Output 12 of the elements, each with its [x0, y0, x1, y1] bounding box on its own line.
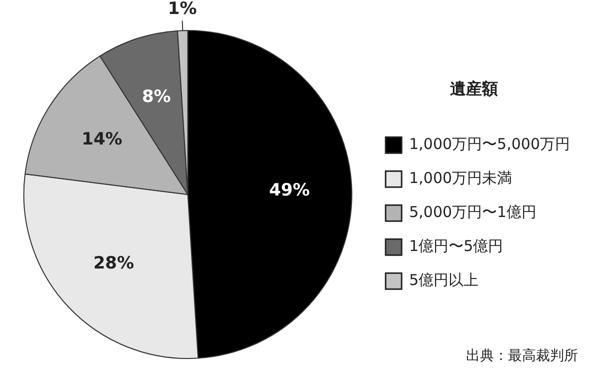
data-label: 1% [168, 0, 197, 20]
data-label: 8% [142, 87, 171, 108]
legend-label: 5,000万円〜1億円 [409, 202, 537, 221]
data-label: 49% [269, 180, 310, 201]
data-label: 14% [82, 129, 122, 150]
legend-label: 5億円以上 [409, 270, 479, 289]
data-label: 28% [93, 254, 134, 274]
legend-label: 1億円〜5億円 [409, 236, 504, 255]
legend-title: 遺産額 [450, 79, 498, 98]
legend-label: 1,000万円〜5,000万円 [409, 134, 570, 153]
legend-label: 1,000万円未満 [409, 168, 512, 187]
source-note: 出典：最高裁判所 [466, 347, 578, 365]
